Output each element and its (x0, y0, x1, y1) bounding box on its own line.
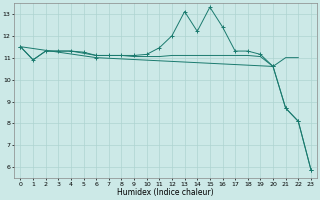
X-axis label: Humidex (Indice chaleur): Humidex (Indice chaleur) (117, 188, 214, 197)
